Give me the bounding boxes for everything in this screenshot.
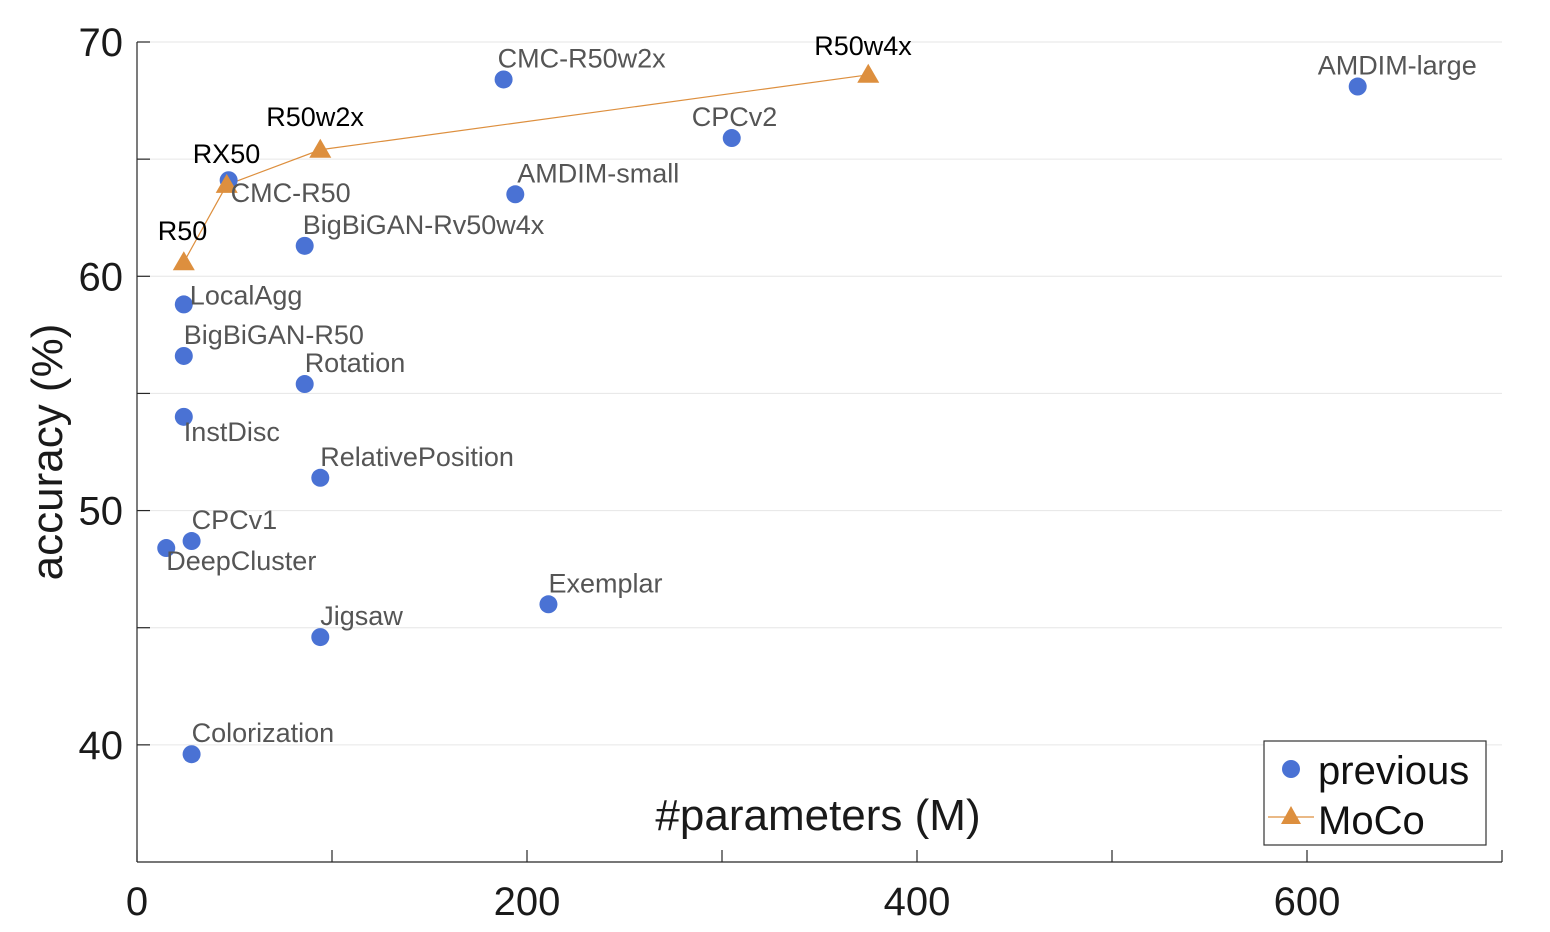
x-tick-label: 400 — [884, 880, 951, 924]
previous-point-label: CPCv2 — [692, 102, 778, 132]
y-axis-label: accuracy (%) — [23, 324, 72, 581]
moco-point — [309, 138, 332, 158]
previous-point-label: BigBiGAN-R50 — [184, 320, 364, 350]
previous-point-label: Rotation — [305, 348, 406, 378]
moco-point — [215, 173, 238, 193]
legend-moco-label: MoCo — [1318, 799, 1425, 843]
x-tick-label: 0 — [126, 880, 148, 924]
previous-point-label: Exemplar — [548, 568, 662, 598]
previous-point-label: InstDisc — [184, 417, 280, 447]
previous-point-label: AMDIM-large — [1318, 51, 1477, 81]
moco-point-label: RX50 — [193, 139, 261, 169]
previous-point-label: AMDIM-small — [517, 158, 679, 188]
previous-point — [494, 70, 513, 89]
previous-point — [157, 539, 176, 558]
previous-point — [311, 628, 330, 647]
x-tick-label: 200 — [494, 880, 561, 924]
grid-lines — [137, 41, 1502, 746]
previous-point — [174, 295, 193, 314]
previous-point-label: BigBiGAN-Rv50w4x — [303, 210, 545, 240]
legend-previous-marker — [1282, 760, 1300, 778]
previous-point-label: Jigsaw — [320, 601, 403, 631]
previous-point — [174, 346, 193, 365]
previous-point — [311, 468, 330, 487]
y-tick-label: 40 — [79, 724, 124, 768]
point-labels: CMC-R50w2x AMDIM-large CPCv2 CMC-R50 AMDIM-s… — [158, 31, 1477, 748]
legend-moco-marker — [1281, 806, 1301, 824]
moco-point-label: R50w2x — [266, 102, 364, 132]
previous-point-label: CPCv1 — [192, 505, 278, 535]
legend: previous MoCo — [1263, 740, 1487, 846]
previous-point-label: LocalAgg — [190, 280, 303, 310]
moco-point — [172, 251, 195, 271]
data-series — [157, 63, 1367, 764]
x-tick-label: 600 — [1274, 880, 1341, 924]
previous-point-label: RelativePosition — [320, 442, 514, 472]
previous-point-label: DeepCluster — [166, 546, 316, 576]
previous-point — [295, 236, 314, 255]
previous-point — [506, 185, 525, 204]
previous-point — [539, 595, 558, 614]
previous-point-label: CMC-R50 — [231, 178, 351, 208]
previous-point — [182, 745, 201, 764]
legend-box — [1263, 740, 1487, 846]
x-axis-label: #parameters (M) — [655, 791, 980, 840]
moco-point-label: R50w4x — [814, 31, 912, 61]
moco-point — [857, 63, 880, 83]
moco-point-label: R50 — [158, 216, 208, 246]
y-tick-label: 70 — [79, 21, 124, 65]
previous-point — [722, 129, 741, 148]
previous-point-label: CMC-R50w2x — [498, 43, 667, 73]
y-tick-label: 50 — [79, 490, 124, 534]
previous-point-label: Colorization — [192, 718, 335, 748]
legend-previous-label: previous — [1318, 749, 1469, 793]
moco-line — [183, 74, 869, 263]
previous-point — [174, 407, 193, 426]
previous-point — [295, 375, 314, 394]
previous-point — [1348, 77, 1367, 96]
axes: 40 50 60 70 0 200 400 600 — [79, 21, 1503, 924]
previous-point — [182, 532, 201, 551]
y-tick-label: 60 — [79, 255, 124, 299]
